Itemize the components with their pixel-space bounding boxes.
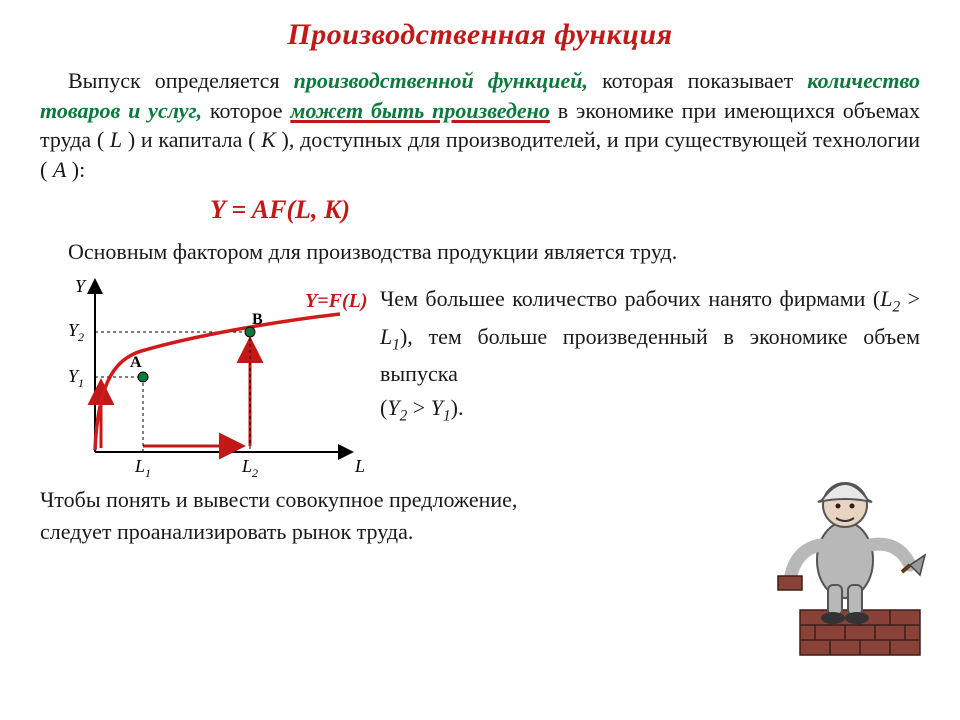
sub: 2 — [892, 299, 900, 316]
text: которая показывает — [602, 68, 807, 93]
curve — [95, 314, 340, 450]
symbol-A: A — [53, 157, 66, 182]
curve-label: Y=F(L) — [305, 290, 368, 312]
sym: Y — [431, 395, 443, 420]
sym: L — [380, 324, 392, 349]
keyword-can-be-produced: может быть произведено — [290, 98, 550, 123]
label-point-b: B — [252, 311, 263, 328]
worker-icon — [778, 483, 925, 624]
slide-title: Производственная функция — [40, 18, 920, 52]
definition-paragraph: Выпуск определяется производственной фун… — [40, 66, 920, 185]
sym: L — [880, 286, 892, 311]
sym: Y — [387, 395, 399, 420]
point-a — [138, 372, 148, 382]
text: > — [908, 286, 920, 311]
main-factor-paragraph: Основным фактором для производства проду… — [40, 237, 920, 267]
text: Чтобы понять и вывести совокупное предло… — [40, 487, 517, 512]
text: Выпуск определяется — [68, 68, 294, 93]
text: Чем большее количество рабочих нанято фи… — [380, 286, 880, 311]
text: следует проанализировать рынок труда. — [40, 519, 413, 544]
keyword-production-function: производственной функцией, — [294, 68, 588, 93]
production-function-chart: Y L Y2 Y1 L1 L2 A B Y=F(L) — [40, 272, 380, 482]
text: которое — [210, 98, 290, 123]
text: ), тем больше произведенный в экономике … — [380, 324, 920, 386]
label-y-axis: Y — [75, 276, 87, 296]
symbol-K: K — [261, 127, 276, 152]
text: ) и капитала ( — [128, 127, 256, 152]
label-y2: Y2 — [68, 320, 84, 344]
label-l2: L2 — [241, 456, 258, 480]
point-b — [245, 327, 255, 337]
sub: 1 — [392, 336, 400, 353]
worker-illustration — [760, 450, 930, 660]
symbol-L: L — [110, 127, 122, 152]
label-l1: L1 — [134, 456, 151, 480]
formula: Y = AF(L, K) — [40, 195, 920, 225]
text: ): — [72, 157, 85, 182]
label-point-a: A — [130, 354, 142, 371]
text: ). — [451, 395, 464, 420]
label-x-axis: L — [354, 456, 365, 476]
text: > — [413, 395, 431, 420]
label-y1: Y1 — [68, 366, 84, 390]
sub: 2 — [400, 407, 408, 424]
sub: 1 — [443, 407, 451, 424]
